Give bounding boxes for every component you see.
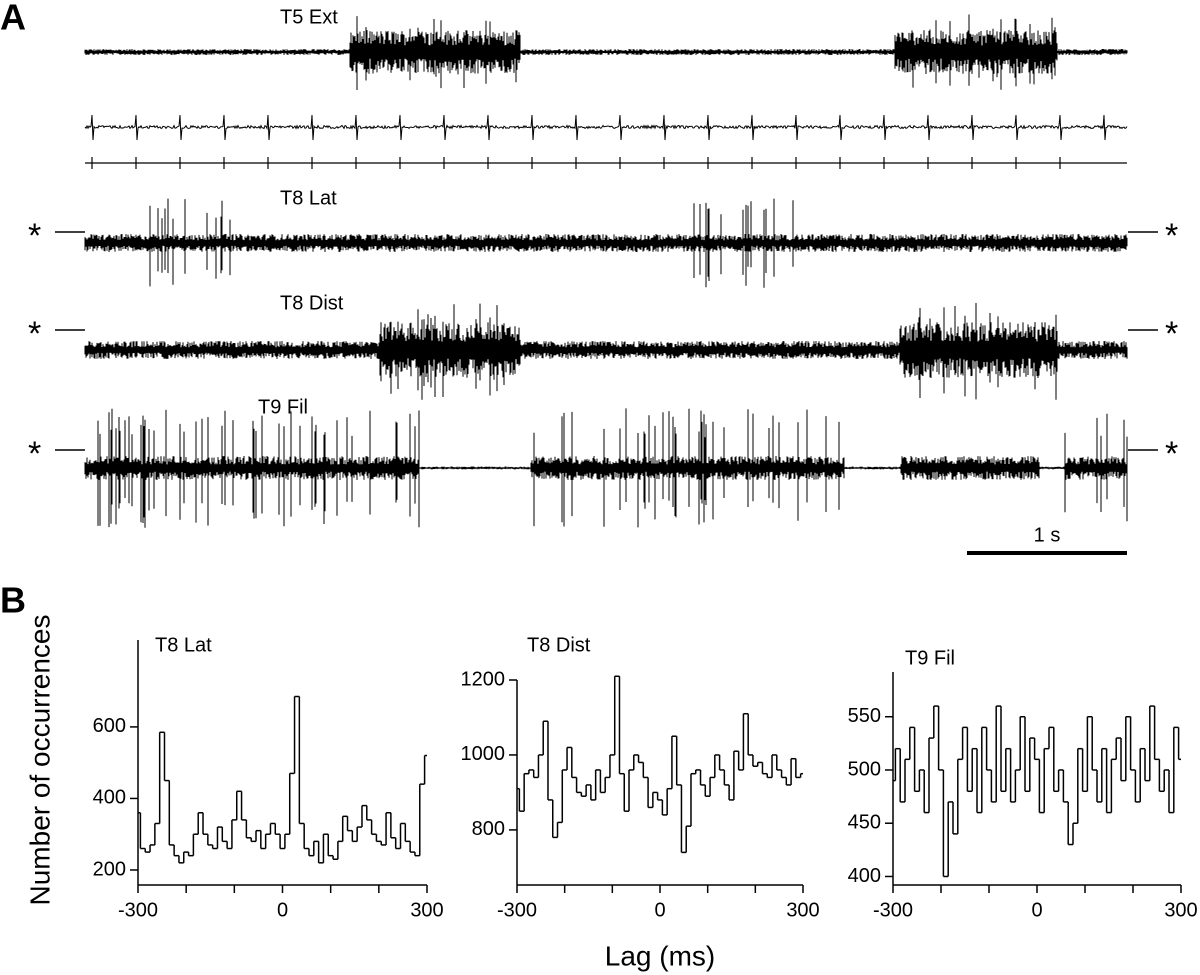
y-tick-label: 800 <box>472 818 505 840</box>
x-tick-label: -300 <box>497 899 537 921</box>
x-tick-label: 300 <box>410 899 443 921</box>
y-tick-label: 450 <box>848 812 881 834</box>
asterisk: * <box>1165 435 1178 473</box>
x-tick-label: 0 <box>1031 899 1042 921</box>
y-tick-label: 200 <box>93 858 126 880</box>
traces <box>84 14 1128 528</box>
recording-trace <box>84 14 1128 90</box>
y-tick-label: 1200 <box>461 668 506 690</box>
y-tick-label: 500 <box>848 758 881 780</box>
trace-label: T9 Fil <box>258 396 308 418</box>
recording-trace <box>84 198 1128 288</box>
panel-label: B <box>0 580 26 621</box>
y-tick-label: 400 <box>848 865 881 887</box>
beat-ticks <box>85 157 1127 169</box>
asterisk: * <box>28 315 41 353</box>
recording-trace <box>84 303 1128 400</box>
chart-title: T8 Dist <box>527 634 591 656</box>
marker-dashes <box>55 231 1158 451</box>
asterisk: * <box>1165 217 1178 255</box>
y-axis-label: Number of occurrences <box>24 614 55 905</box>
trace-label: T5 Ext <box>280 6 338 28</box>
y-tick-label: 600 <box>93 715 126 737</box>
asterisk: * <box>1165 315 1178 353</box>
scale-bar-label: 1 s <box>1034 524 1061 546</box>
x-tick-label: -300 <box>118 899 158 921</box>
trace-label: T8 Lat <box>280 187 337 209</box>
x-tick-label: 0 <box>277 899 288 921</box>
ecg-trace <box>84 114 1128 141</box>
y-tick-label: 1000 <box>461 743 506 765</box>
x-tick-label: 0 <box>654 899 665 921</box>
asterisk: * <box>28 217 41 255</box>
charts: T8 Lat 200 400 600 -300 0 300 T8 Dist 800 1000 120… <box>93 634 1198 921</box>
asterisk: * <box>28 435 41 473</box>
x-tick-label: -300 <box>873 899 913 921</box>
y-tick-label: 400 <box>93 787 126 809</box>
panel-label: A <box>0 0 26 38</box>
chart-title: T9 Fil <box>905 647 955 669</box>
recording-trace <box>84 408 1128 528</box>
chart-title: T8 Lat <box>155 634 212 656</box>
markers: * * * * * * <box>28 217 1178 473</box>
x-axis-label: Lag (ms) <box>605 940 715 971</box>
trace-label: T8 Dist <box>280 292 344 314</box>
x-tick-label: 300 <box>786 899 819 921</box>
x-tick-label: 300 <box>1164 899 1197 921</box>
y-tick-label: 550 <box>848 705 881 727</box>
